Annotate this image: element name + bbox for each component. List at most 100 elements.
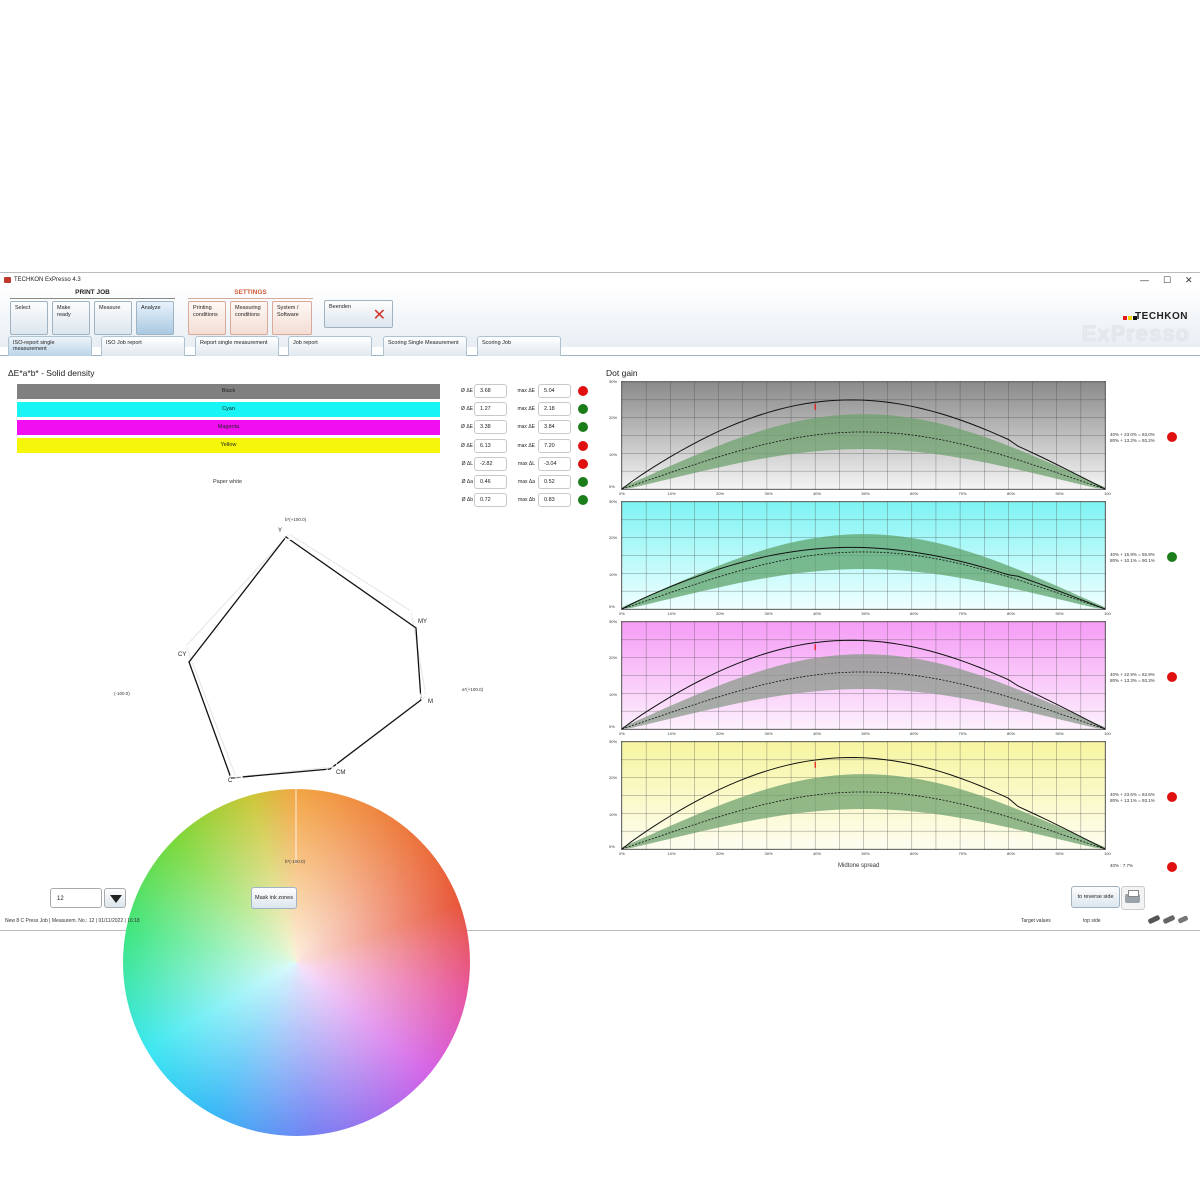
y-tick-label: 20%: [609, 415, 618, 421]
system-software-button[interactable]: System / Software: [272, 301, 312, 335]
tab-job-report[interactable]: Job report: [288, 336, 372, 356]
tolerance-band: [622, 534, 1105, 609]
x-tick-label: 20%: [716, 491, 725, 496]
x-tick-label: 30%: [764, 491, 773, 496]
chart-plot: [621, 621, 1106, 730]
chevron-down-icon: [110, 895, 122, 903]
x-tick-label: 70%: [958, 611, 967, 616]
reverse-side-button[interactable]: to reverse side: [1071, 886, 1120, 908]
tolerance-band: [622, 654, 1105, 729]
x-tick-label: 40%: [813, 491, 822, 496]
group-title-settings: SETTINGS: [234, 289, 267, 296]
exit-button[interactable]: Beenden ✕: [324, 300, 393, 328]
y-tick-label: 20%: [609, 775, 618, 781]
mask-ink-zones-button[interactable]: Mask ink zones: [251, 887, 297, 909]
reference-curve: [621, 671, 1106, 730]
x-tick-label: 100: [1104, 731, 1111, 736]
dot-gain-legend: 40% + 23.0% = 63.0% 80% + 13.2% = 93.2%: [1110, 432, 1155, 443]
x-tick-label: 70%: [958, 491, 967, 496]
measured-curve: [621, 639, 1106, 730]
x-tick-label: 80%: [1007, 851, 1016, 856]
point-label-my: MY: [418, 619, 427, 625]
app-icon: [4, 277, 11, 283]
status-dot: [578, 386, 588, 396]
x-tick-label: 90%: [1055, 611, 1064, 616]
dot-gain-chart-yellow: [621, 741, 1106, 850]
selector-dropdown-button[interactable]: [104, 888, 126, 908]
x-tick-label: 60%: [910, 731, 919, 736]
axis-label-bottom: b*(-100.0): [285, 859, 306, 864]
logo-expresso: ExPresso: [1081, 321, 1190, 346]
dot-gain-chart-cyan: [621, 501, 1106, 610]
axis-label-left: (-100.0): [114, 691, 130, 696]
max-value: -3.04: [538, 456, 571, 471]
printing-conditions-button[interactable]: Printing conditions: [188, 301, 226, 335]
wheel-overlay: [123, 517, 470, 864]
maximize-icon[interactable]: ☐: [1163, 275, 1172, 285]
status-dot: [578, 495, 588, 506]
x-tick-label: 60%: [910, 491, 919, 496]
y-tick-label: 30%: [609, 379, 618, 384]
legend-line-80: 80% + 13.2% = 93.2%: [1110, 437, 1155, 443]
swatch-black: Black: [17, 384, 440, 399]
tolerance-band: [622, 414, 1105, 489]
max-value: 3.84: [538, 420, 571, 435]
avg-value: 3.68: [474, 384, 507, 398]
tab-report-single[interactable]: Report single measurement: [195, 336, 279, 356]
measured-polygon: [188, 536, 422, 779]
y-tick-label: 10%: [609, 811, 618, 817]
legend-line-40: 40% + 23.0% = 63.0%: [1110, 432, 1155, 437]
status-target-values: Target values: [1021, 918, 1051, 924]
measuring-conditions-button[interactable]: Measuring conditions: [230, 301, 268, 335]
device-icon: [1162, 914, 1176, 925]
status-side: top side: [1083, 918, 1101, 924]
x-tick-label: 80%: [1007, 731, 1016, 736]
report-tabs: ISO-report single measurement ISO Job re…: [0, 333, 1200, 356]
make-ready-button[interactable]: Make ready: [52, 301, 90, 335]
techkon-logo: TECHKON ExPresso: [1070, 307, 1190, 347]
avg-label: Ø Δb: [461, 497, 473, 504]
x-tick-label: 20%: [716, 851, 725, 856]
measure-button[interactable]: Measure: [94, 301, 132, 335]
x-tick-label: 90%: [1055, 851, 1064, 856]
select-button[interactable]: Select: [10, 301, 48, 335]
y-tick-label: 10%: [609, 571, 618, 577]
avg-value: 1.27: [474, 402, 507, 417]
dot-gain-legend: 40% + 15.9% = 55.9% 80% + 10.1% = 90.1%: [1110, 552, 1155, 563]
printer-button[interactable]: [1121, 886, 1145, 910]
y-tick-label: 0%: [609, 844, 615, 849]
x-tick-label: 50%: [861, 851, 870, 856]
device-icon: [1177, 915, 1189, 924]
tab-scoring-single[interactable]: Scoring Single Measurement: [383, 336, 467, 356]
title-bar: TECHKON ExPresso 4.3 — ☐ ✕: [0, 273, 1200, 287]
group-title-print-job: PRINT JOB: [75, 289, 110, 296]
dot-gain-status-dot: [1167, 552, 1177, 562]
midtone-spread-value: 40% : 7.7%: [1110, 863, 1134, 868]
tab-scoring-job[interactable]: Scoring Job: [477, 336, 561, 356]
y-tick-label: 30%: [609, 739, 618, 744]
x-axis-title: Midtone spread: [838, 863, 880, 869]
right-panel-title: Dot gain: [606, 368, 638, 378]
app-window: TECHKON ExPresso 4.3 — ☐ ✕ PRINT JOB Sel…: [0, 272, 1200, 1136]
analyze-button[interactable]: Analyze: [136, 301, 174, 335]
x-tick-label: 40%: [813, 731, 822, 736]
x-tick-label: 50%: [861, 491, 870, 496]
tab-iso-job-report[interactable]: ISO Job report: [101, 336, 185, 356]
close-window-icon[interactable]: ✕: [1185, 275, 1193, 285]
x-tick-label: 80%: [1007, 611, 1016, 616]
max-value: 7.20: [538, 438, 571, 453]
dot-gain-legend: 40% + 22.9% = 62.9% 80% + 13.3% = 93.3%: [1110, 672, 1155, 683]
divider: [10, 298, 175, 299]
logo-square: [1133, 316, 1137, 320]
y-tick-label: 0%: [609, 724, 615, 729]
max-value: 2.18: [538, 402, 571, 417]
max-label: max ΔE: [517, 442, 535, 449]
minimize-icon[interactable]: —: [1140, 275, 1149, 285]
measurement-selector[interactable]: 12: [50, 888, 102, 908]
status-job-info: New 8 C Press Job | Measurem. No.: 12 | …: [5, 918, 140, 924]
x-tick-label: 90%: [1055, 491, 1064, 496]
avg-label: Ø Δa: [461, 479, 473, 485]
dot-gain-chart-black: [621, 381, 1106, 490]
tab-iso-report-single[interactable]: ISO-report single measurement: [8, 336, 92, 356]
measured-curve: [621, 399, 1106, 490]
